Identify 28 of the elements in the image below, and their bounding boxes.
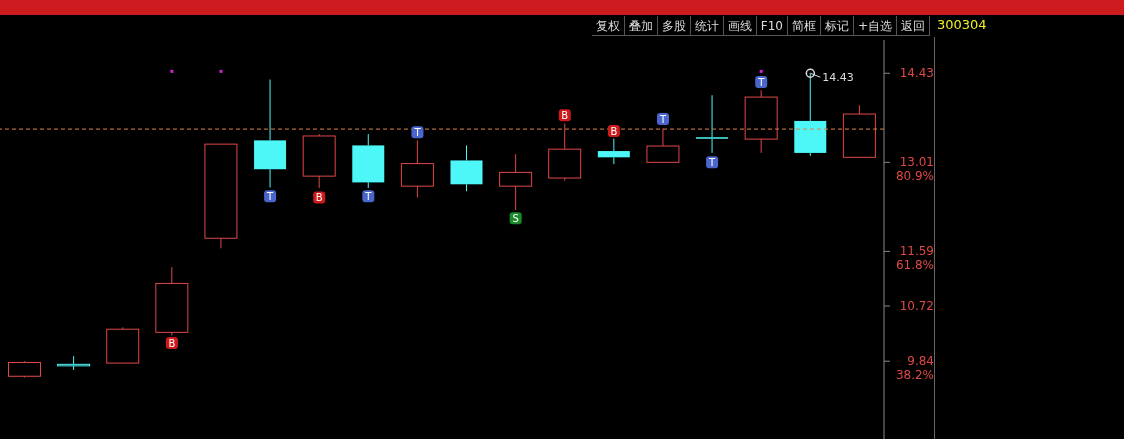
y-tick-label: 10.72 <box>899 299 934 313</box>
text: +自选 <box>853 16 897 36</box>
data-label: T <box>757 77 766 89</box>
y-tick-label: 11.59 61.8% <box>895 244 934 273</box>
data-label: T <box>364 191 373 203</box>
text: 复权 <box>591 16 625 36</box>
y-tick-label: 9.84 38.2% <box>895 354 934 383</box>
data-label: T <box>708 157 717 169</box>
data-label: B <box>561 110 569 122</box>
data-label: S <box>512 213 519 225</box>
text: F10 <box>756 16 788 36</box>
data-label: T <box>266 191 275 203</box>
text: 叠加 <box>624 16 658 36</box>
data-label: B <box>315 192 323 204</box>
text: 画线 <box>723 16 757 36</box>
data-label: T <box>413 127 422 139</box>
text: 简框 <box>787 16 821 36</box>
y-tick-label: 13.01 80.9% <box>895 155 934 184</box>
text: 返回 <box>897 16 930 36</box>
text: 300304 <box>937 16 987 34</box>
data-label: B <box>168 338 176 350</box>
data-label: 14.43 <box>822 71 854 85</box>
data-label: T <box>658 114 667 126</box>
y-tick-label: 14.43 <box>899 66 934 81</box>
data-label: B <box>610 125 618 137</box>
text: 标记 <box>820 16 854 36</box>
text: 多股 <box>657 16 691 36</box>
text: 统计 <box>690 16 724 36</box>
